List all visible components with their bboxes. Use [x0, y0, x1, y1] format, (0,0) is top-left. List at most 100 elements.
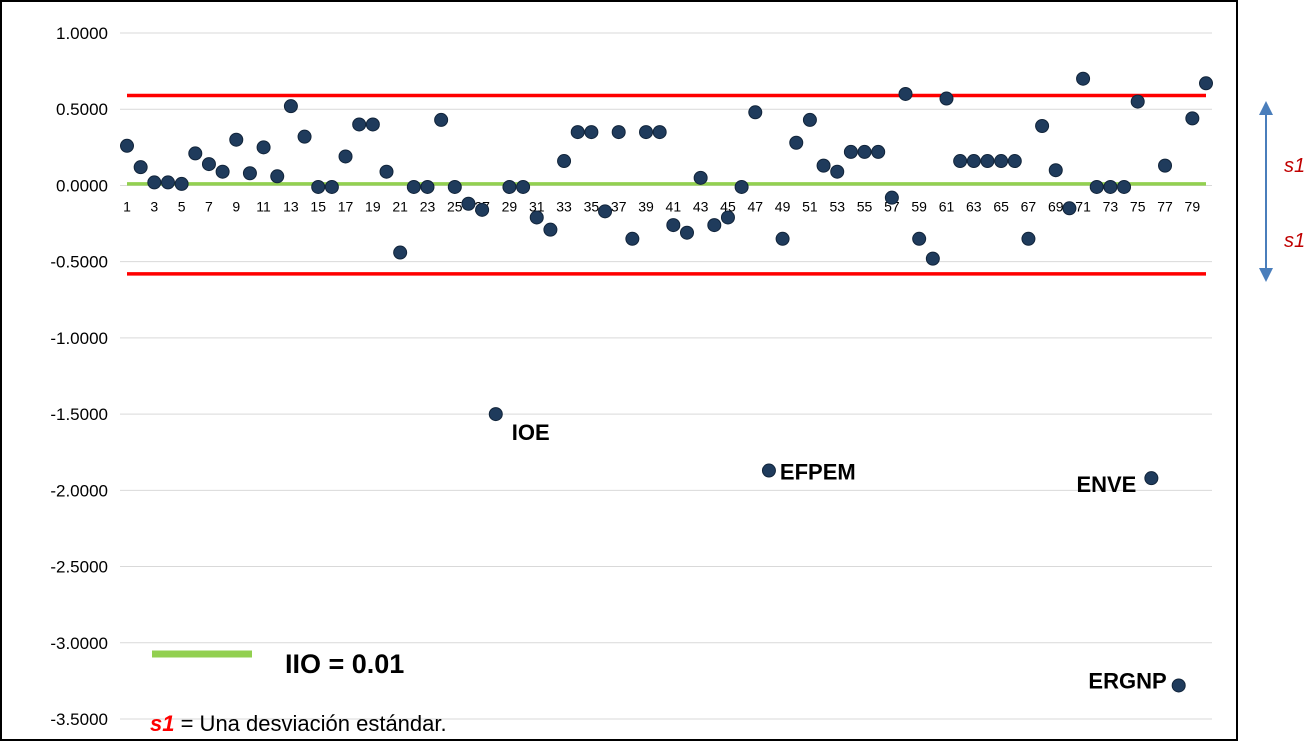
legend-s1-text: = Una desviación estándar.: [174, 711, 446, 736]
point-annotation: EFPEM: [780, 460, 856, 485]
data-point: [475, 202, 490, 217]
data-point: [188, 146, 203, 161]
x-tick-label: 71: [1075, 198, 1091, 214]
reference-lines: [127, 93, 1206, 276]
x-tick-label: 49: [775, 198, 791, 214]
y-tick-label: -3.5000: [50, 710, 108, 729]
data-point: [1185, 111, 1200, 126]
data-point: [1130, 94, 1145, 109]
y-tick-label: 0.0000: [56, 176, 108, 195]
x-tick-label: 29: [502, 198, 518, 214]
std-dev-upper-label: s1: [1284, 155, 1305, 177]
data-point: [324, 179, 339, 194]
data-point: [488, 407, 503, 422]
data-point: [816, 158, 831, 173]
x-tick-label: 35: [584, 198, 600, 214]
data-point: [761, 463, 776, 478]
x-tick-label: 15: [310, 198, 326, 214]
y-tick-label: 0.5000: [56, 100, 108, 119]
x-tick-label: 33: [556, 198, 572, 214]
data-point: [1035, 118, 1050, 133]
x-tick-label: 51: [802, 198, 818, 214]
data-point: [748, 105, 763, 120]
data-point: [775, 231, 790, 246]
data-point: [393, 245, 408, 260]
x-tick-label: 17: [338, 198, 354, 214]
data-point: [1089, 179, 1104, 194]
x-tick-label: 73: [1103, 198, 1119, 214]
data-point: [953, 154, 968, 169]
data-point: [461, 196, 476, 211]
std-dev-lower-label: s1: [1284, 230, 1305, 252]
std-dev-arrow-up-head: [1259, 101, 1273, 115]
data-point: [871, 144, 886, 159]
legend-line-label: IIO = 0.01: [285, 649, 404, 679]
x-tick-label: 21: [392, 198, 408, 214]
point-annotation: ENVE: [1076, 472, 1136, 497]
data-point: [789, 135, 804, 150]
x-tick-label: 23: [420, 198, 436, 214]
data-point: [884, 190, 899, 205]
data-point: [379, 164, 394, 179]
x-tick-label: 25: [447, 198, 463, 214]
data-point: [242, 166, 257, 181]
data-point: [215, 164, 230, 179]
data-point: [201, 157, 216, 172]
data-point: [1144, 471, 1159, 486]
x-tick-label: 43: [693, 198, 709, 214]
data-point: [857, 144, 872, 159]
data-point: [516, 179, 531, 194]
x-tick-label: 9: [232, 198, 240, 214]
std-dev-arrow: s1 s1: [1259, 101, 1305, 282]
data-point: [1048, 163, 1063, 178]
x-tick-label: 69: [1048, 198, 1064, 214]
x-tick-label: 39: [638, 198, 654, 214]
data-point: [1171, 678, 1186, 693]
data-point: [679, 225, 694, 240]
data-point: [447, 179, 462, 194]
x-tick-label: 45: [720, 198, 736, 214]
data-point: [406, 179, 421, 194]
x-tick-label: 61: [939, 198, 955, 214]
data-point: [611, 125, 626, 140]
data-point: [693, 170, 708, 185]
data-point: [338, 149, 353, 164]
data-point: [420, 179, 435, 194]
data-point: [557, 154, 572, 169]
x-tick-label: 3: [150, 198, 158, 214]
x-tick-label: 7: [205, 198, 213, 214]
data-point: [1076, 71, 1091, 86]
legend-s1-symbol: s1: [150, 711, 174, 736]
y-tick-label: -3.0000: [50, 634, 108, 653]
data-point: [898, 86, 913, 101]
point-annotation: IOE: [512, 420, 550, 445]
data-point: [830, 164, 845, 179]
data-point: [1103, 179, 1118, 194]
data-point: [625, 231, 640, 246]
data-point: [598, 204, 613, 219]
data-point: [570, 125, 585, 140]
data-point: [1117, 179, 1132, 194]
data-point: [283, 99, 298, 114]
data-point: [925, 251, 940, 266]
x-tick-label: 53: [829, 198, 845, 214]
data-point: [543, 222, 558, 237]
x-axis-ticks: 1357911131517192123252729313335373941434…: [123, 198, 1200, 214]
data-point: [707, 218, 722, 233]
x-tick-label: 13: [283, 198, 299, 214]
x-tick-label: 67: [1021, 198, 1037, 214]
data-point: [434, 112, 449, 127]
data-point: [256, 140, 271, 155]
x-tick-label: 19: [365, 198, 381, 214]
x-tick-label: 75: [1130, 198, 1146, 214]
y-tick-label: -1.5000: [50, 405, 108, 424]
data-point: [652, 125, 667, 140]
data-point: [160, 175, 175, 190]
data-point: [270, 169, 285, 184]
data-point: [639, 125, 654, 140]
point-annotation: ERGNP: [1088, 668, 1166, 693]
data-point: [734, 179, 749, 194]
x-tick-label: 47: [747, 198, 763, 214]
